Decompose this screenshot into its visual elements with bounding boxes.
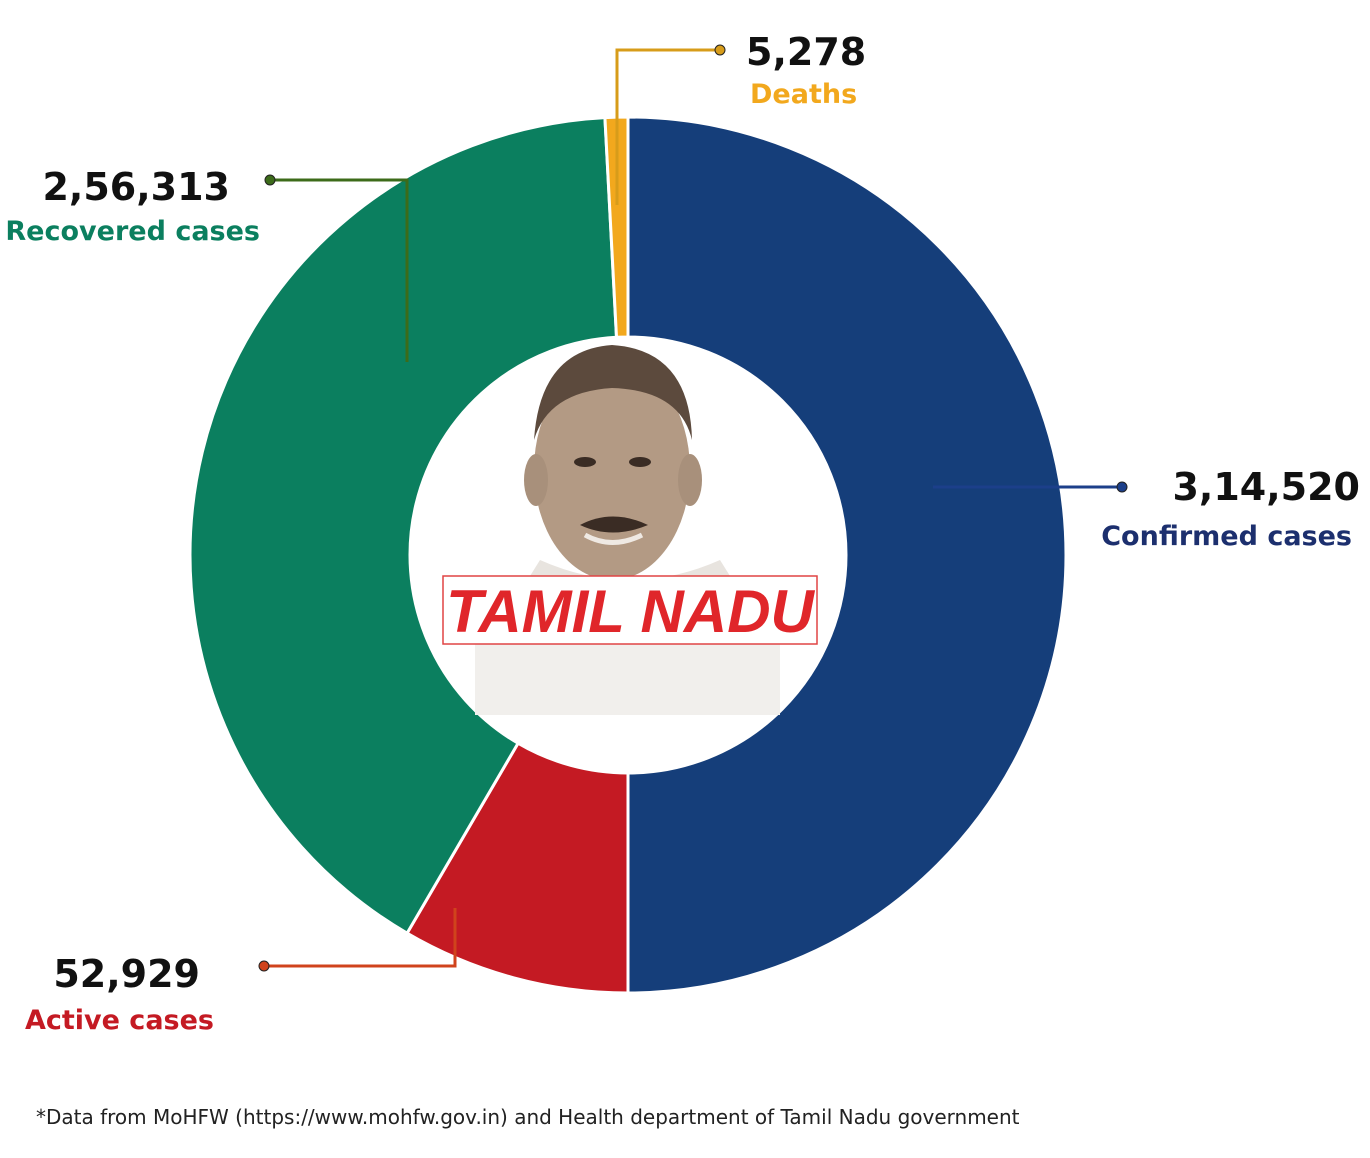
leader-dot-recovered-cases <box>264 174 276 186</box>
slice-confirmed-cases <box>626 115 1068 995</box>
leader-dot-deaths <box>714 44 726 56</box>
value-label-deaths: 5,278 <box>746 30 866 74</box>
center-emblem: TAMIL NADU <box>442 345 818 715</box>
leader-dot-confirmed-cases <box>1116 481 1128 493</box>
slice-deaths <box>603 115 630 339</box>
source-note: *Data from MoHFW (https://www.mohfw.gov.… <box>36 1105 1020 1129</box>
value-label-confirmed-cases: 3,14,520 <box>1172 465 1360 509</box>
category-label-deaths: Deaths <box>750 79 857 110</box>
callouts: 3,14,520 Confirmed cases 52,929 Active case… <box>5 30 1360 1036</box>
state-label-box <box>442 575 818 645</box>
state-label: TAMIL NADU <box>446 578 815 645</box>
leader-line-recovered-cases <box>270 178 409 362</box>
category-label-active-cases: Active cases <box>25 1005 214 1036</box>
portrait-image <box>475 345 780 715</box>
value-label-recovered-cases: 2,56,313 <box>42 165 230 209</box>
leader-dot-active-cases <box>258 960 270 972</box>
slice-recovered-cases <box>188 116 619 936</box>
category-label-recovered-cases: Recovered cases <box>5 216 260 247</box>
leader-line-active-cases <box>264 908 457 968</box>
leader-line-deaths <box>615 48 720 205</box>
value-label-active-cases: 52,929 <box>53 952 200 996</box>
category-label-confirmed-cases: Confirmed cases <box>1101 521 1352 552</box>
donut-slices <box>188 115 1068 995</box>
